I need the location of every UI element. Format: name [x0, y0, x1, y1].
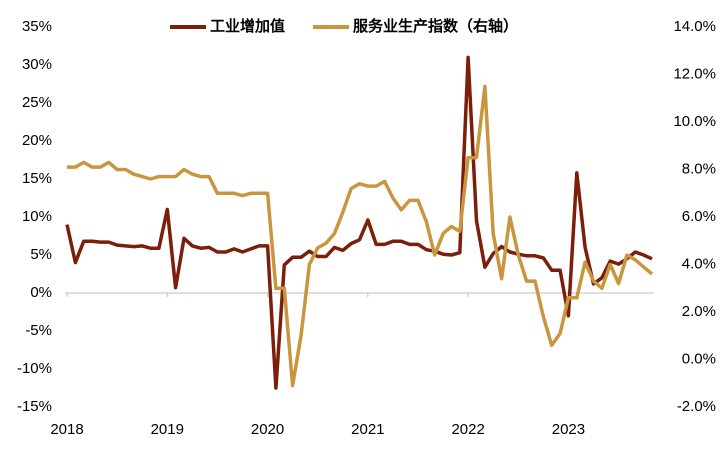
y2-tick-label: 12.0%	[673, 65, 716, 82]
y-tick-label: 35%	[22, 18, 52, 35]
y-tick-label: 25%	[22, 94, 52, 111]
y-tick-label: 20%	[22, 132, 52, 149]
y2-tick-label: 8.0%	[682, 160, 716, 177]
x-tick-label: 2022	[451, 421, 484, 438]
series-line	[67, 84, 654, 388]
y-tick-label: 5%	[30, 246, 52, 263]
y2-tick-label: 4.0%	[682, 255, 716, 272]
legend-label: 工业增加值	[210, 17, 285, 35]
y-tick-label: -10%	[17, 360, 52, 377]
x-tick-label: 2023	[552, 421, 585, 438]
series-line	[65, 55, 653, 390]
x-tick-label: 2018	[50, 421, 83, 438]
y2-tick-label: 2.0%	[682, 303, 716, 320]
y2-tick-label: -2.0%	[677, 398, 716, 415]
x-tick-label: 2019	[151, 421, 184, 438]
y-tick-label: -5%	[25, 322, 52, 339]
y2-tick-label: 10.0%	[673, 113, 716, 130]
y2-tick-label: 0.0%	[682, 350, 716, 367]
legend-label: 服务业生产指数（右轴）	[353, 17, 518, 35]
y-tick-label: -15%	[17, 398, 52, 415]
y-tick-label: 15%	[22, 170, 52, 187]
x-tick-label: 2020	[251, 421, 284, 438]
y2-tick-label: 14.0%	[673, 18, 716, 35]
x-tick-label: 2021	[351, 421, 384, 438]
y2-tick-label: 6.0%	[682, 208, 716, 225]
y-tick-label: 30%	[22, 56, 52, 73]
y-tick-label: 10%	[22, 208, 52, 225]
y-tick-label: 0%	[30, 284, 52, 301]
